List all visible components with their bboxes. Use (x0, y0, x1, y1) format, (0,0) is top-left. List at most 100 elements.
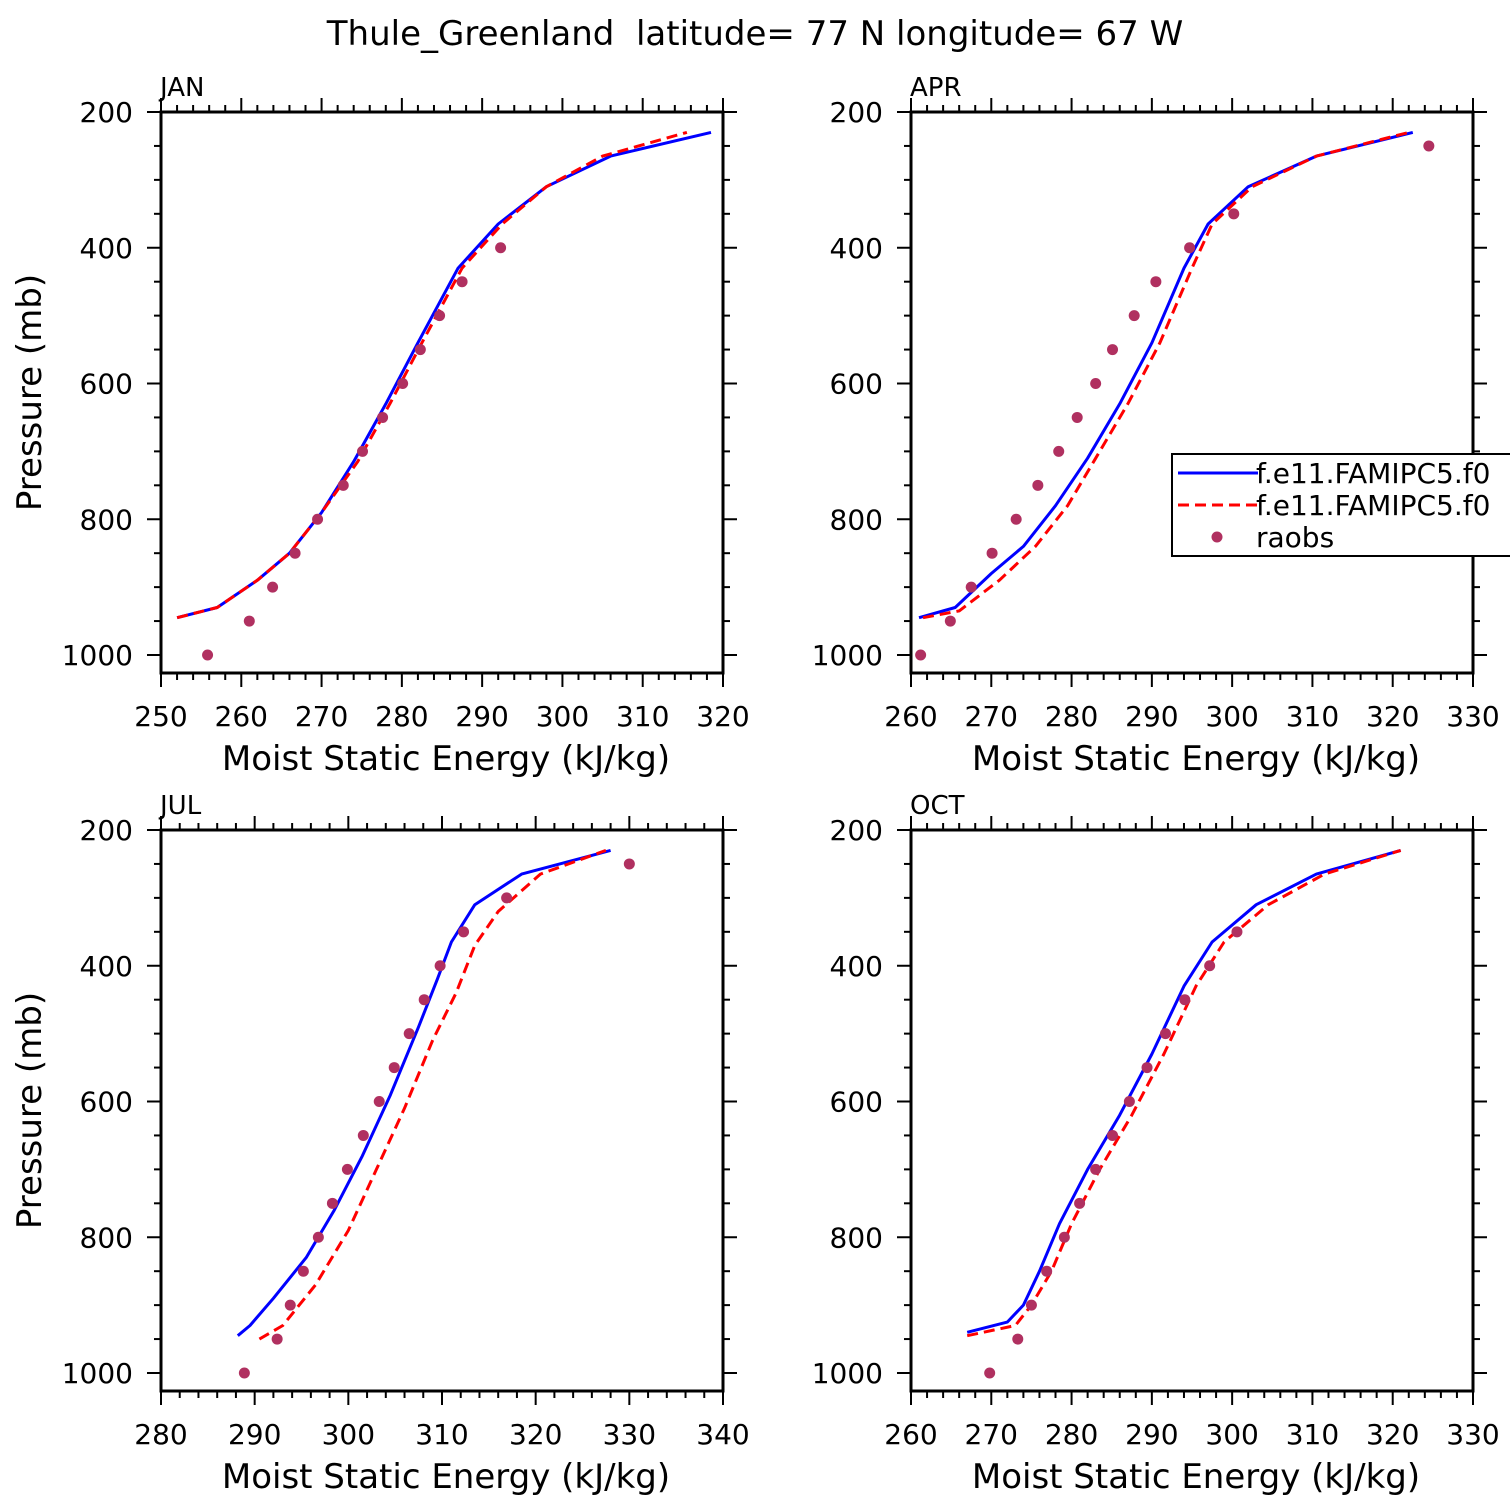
legend-label-solid: f.e11.FAMIPC5.f0 (1256, 457, 1490, 490)
panel-jan-raobs-point (434, 310, 446, 322)
panel-oct-xtick-label: 290 (1125, 1418, 1178, 1451)
panel-jan-xtick-label: 270 (295, 700, 348, 733)
panel-jan-raobs-point (456, 276, 468, 288)
panel-apr-label: APR (910, 73, 962, 103)
panel-jan-raobs-point (312, 513, 324, 525)
panel-jan-xtick-label: 290 (455, 700, 508, 733)
panel-oct-xtick-label: 300 (1205, 1418, 1258, 1451)
panel-apr-xtick-label: 310 (1286, 700, 1339, 733)
panel-oct-raobs-point (1123, 1096, 1135, 1107)
panel-jul-raobs-point (357, 1129, 369, 1141)
panel-apr-model-dashed-line (922, 130, 1410, 620)
panel-jan-raobs-point (397, 378, 409, 389)
panel-jan-raobs-point (202, 649, 214, 661)
panel-jan-frame (159, 110, 725, 675)
panel-jul-ytick-label: 800 (80, 1221, 133, 1254)
legend-box (1171, 453, 1510, 557)
panel-jan-xlabel: Moist Static Energy (kJ/kg) (222, 739, 670, 779)
panel-oct-raobs-point (984, 1367, 996, 1379)
panel-oct-frame (909, 828, 1475, 1393)
panel-apr-raobs-point (1090, 378, 1102, 389)
panel-jan-ytick-label: 200 (80, 96, 133, 129)
panel-apr-xtick-label: 280 (1045, 700, 1098, 733)
panel-jan-raobs-point (357, 445, 369, 457)
panel-jul-model-solid-line (236, 848, 611, 1337)
panel-jan-label: JAN (158, 73, 204, 103)
panel-apr-ytick-label: 1000 (812, 639, 883, 672)
panel-jul-ytick-label: 200 (80, 814, 133, 847)
panel-jan-model-dashed-line (176, 130, 688, 620)
panel-jul-xtick-label: 300 (322, 1418, 375, 1451)
panel-jan-raobs-point (243, 615, 255, 627)
figure-title: Thule_Greenland latitude= 77 N longitude… (326, 14, 1183, 54)
panel-oct-raobs-point (1041, 1265, 1053, 1277)
panel-oct-model-solid-line (966, 848, 1402, 1334)
panel-jan-xtick-label: 310 (616, 700, 669, 733)
panel-jan-xtick-label: 300 (536, 700, 589, 733)
panel-jan-raobs-point (267, 581, 279, 593)
panel-apr-raobs-point (1107, 344, 1119, 356)
panel-jul-model-dashed-line (258, 848, 607, 1341)
panel-jul-xtick-label: 340 (696, 1418, 749, 1451)
panel-jul-raobs-point (341, 1163, 353, 1175)
panel-oct-raobs-point (1025, 1299, 1037, 1311)
panel-jan-ytick-label: 400 (80, 232, 133, 265)
panel-jul-xtick-label: 310 (415, 1418, 468, 1451)
panel-jul-raobs-point (284, 1299, 296, 1311)
panel-jan: JAN 250 260 270 280 290 300 310 320 200 400 600 800 1… (10, 73, 750, 779)
panel-jul-xlabel: Moist Static Energy (kJ/kg) (222, 1457, 670, 1497)
panel-jan-xtick-label: 250 (134, 700, 187, 733)
panel-jan-xtick-label: 260 (215, 700, 268, 733)
panel-oct-xtick-label: 330 (1446, 1418, 1499, 1451)
panel-oct-raobs-point (1179, 994, 1191, 1006)
panel-apr-ytick-label: 400 (830, 232, 883, 265)
panel-apr-model-solid-line (918, 130, 1414, 620)
panel-apr-raobs-point (1128, 310, 1140, 322)
panel-jan-xtick-label: 320 (696, 700, 749, 733)
panel-apr-raobs-point (1010, 513, 1022, 525)
panel-oct-raobs-point (1058, 1231, 1070, 1243)
panel-jan-data (176, 130, 712, 661)
panel-apr-raobs-point (1032, 479, 1044, 491)
panel-oct-raobs-point (1204, 960, 1216, 972)
panel-jul-raobs-point (434, 960, 446, 972)
panel-jul-xtick-label: 280 (134, 1418, 187, 1451)
panel-jan-ytick-label: 1000 (62, 639, 133, 672)
panel-jul-raobs-point (403, 1028, 415, 1040)
panel-jul-ytick-label: 1000 (62, 1357, 133, 1390)
legend-label-dashed: f.e11.FAMIPC5.f0 (1256, 489, 1490, 522)
panel-oct-raobs-point (1012, 1333, 1024, 1345)
panel-jul-raobs-point (418, 994, 430, 1006)
panel-oct-raobs-point (1107, 1129, 1119, 1141)
panel-jul-raobs-point (238, 1367, 250, 1379)
panel-apr: APR 260 270 280 290 300 310 320 330 200 400 600 800 1… (812, 73, 1500, 779)
panel-oct-xlabel: Moist Static Energy (kJ/kg) (972, 1457, 1420, 1497)
panel-jul-raobs-point (312, 1231, 324, 1243)
panel-jul-xtick-label: 320 (509, 1418, 562, 1451)
panel-jul-xtick-label: 290 (228, 1418, 281, 1451)
panel-jul-raobs-point (623, 858, 635, 870)
panel-oct-raobs-point (1231, 926, 1243, 938)
panel-oct-raobs-point (1141, 1062, 1153, 1074)
panel-jan-ytick-label: 800 (80, 503, 133, 536)
panel-oct-ytick-label: 800 (830, 1221, 883, 1254)
panel-apr-xlabel: Moist Static Energy (kJ/kg) (972, 739, 1420, 779)
panel-oct-label: OCT (910, 791, 965, 821)
panel-apr-ytick-label: 800 (830, 503, 883, 536)
panel-apr-raobs-point (1053, 445, 1065, 457)
panel-jan-raobs-point (289, 547, 301, 559)
panel-apr-raobs-point (944, 615, 956, 627)
panel-apr-frame (909, 110, 1475, 675)
panel-apr-xtick-label: 320 (1366, 700, 1419, 733)
panel-jul-raobs-point (501, 892, 513, 904)
panel-apr-ytick-label: 200 (830, 96, 883, 129)
panel-oct-raobs-point (1090, 1163, 1102, 1175)
panel-apr-raobs-point (1150, 276, 1162, 288)
panel-jan-ytick-label: 600 (80, 368, 133, 401)
panel-apr-xtick-label: 270 (965, 700, 1018, 733)
panel-jul-raobs-point (297, 1265, 309, 1277)
panel-jul: JUL 280 290 300 310 320 330 340 200 400 600 800 1000… (10, 791, 750, 1497)
panel-jan-raobs-point (414, 344, 426, 356)
panel-apr-ytick-label: 600 (830, 368, 883, 401)
